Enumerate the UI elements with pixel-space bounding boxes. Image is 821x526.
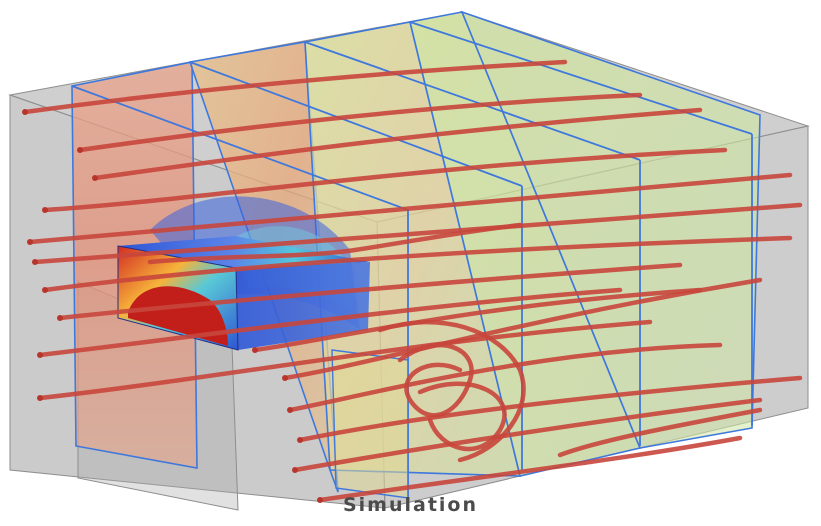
streamlines bbox=[22, 59, 803, 503]
streamline-seeds bbox=[22, 109, 323, 503]
figure-caption: Simulation bbox=[342, 494, 479, 516]
section-plane-5 bbox=[460, 10, 761, 449]
obstacle-top bbox=[118, 236, 370, 268]
